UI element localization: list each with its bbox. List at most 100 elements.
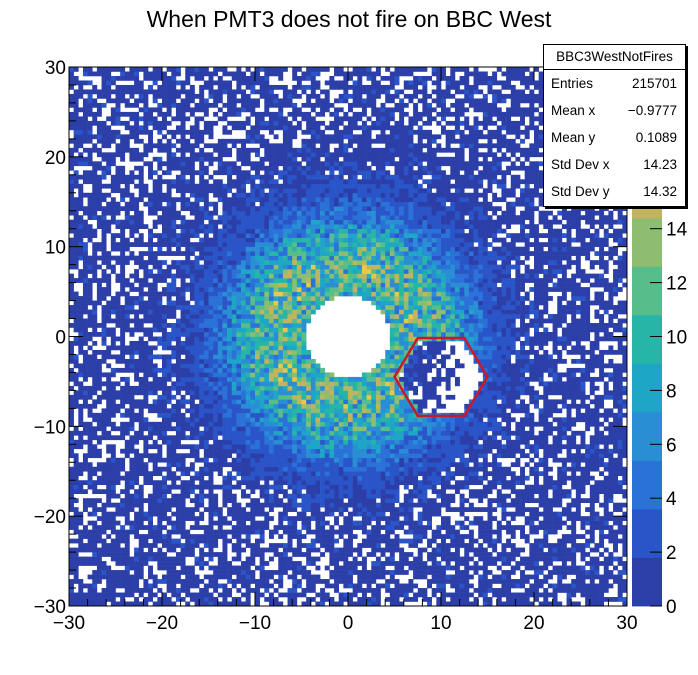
heatmap-cell: [264, 327, 270, 333]
heatmap-cell: [101, 246, 107, 252]
heatmap-cell: [96, 579, 102, 584]
heatmap-cell: [106, 206, 112, 212]
heatmap-cell: [189, 188, 195, 194]
heatmap-cell: [306, 435, 312, 441]
heatmap-cell: [115, 84, 121, 90]
heatmap-cell: [180, 489, 186, 495]
heatmap-cell: [203, 435, 209, 441]
heatmap-cell: [273, 453, 279, 459]
heatmap-cell: [101, 412, 107, 418]
heatmap-cell: [175, 93, 181, 99]
heatmap-cell: [268, 125, 274, 131]
heatmap-cell: [255, 502, 260, 508]
heatmap-cell: [148, 210, 153, 216]
heatmap-cell: [241, 89, 246, 95]
heatmap-cell: [120, 143, 126, 149]
heatmap-cell: [134, 156, 140, 162]
heatmap-cell: [175, 466, 181, 472]
heatmap-cell: [199, 516, 205, 521]
heatmap-cell: [213, 507, 219, 512]
heatmap-cell: [255, 314, 260, 319]
heatmap-cell: [264, 251, 270, 256]
heatmap-cell: [227, 520, 233, 526]
heatmap-cell: [268, 102, 274, 108]
heatmap-cell: [148, 260, 153, 265]
heatmap-cell: [115, 305, 121, 310]
heatmap-cell: [101, 511, 107, 517]
heatmap-cell: [278, 534, 284, 539]
heatmap-cell: [203, 305, 209, 310]
heatmap-cell: [264, 588, 270, 593]
heatmap-cell: [227, 215, 233, 221]
heatmap-cell: [213, 367, 219, 373]
heatmap-cell: [306, 291, 312, 297]
heatmap-cell: [166, 399, 172, 405]
heatmap-cell: [87, 480, 93, 486]
heatmap-cell: [120, 525, 126, 530]
heatmap-cell: [236, 296, 242, 301]
heatmap-cell: [101, 543, 107, 548]
heatmap-cell: [241, 394, 246, 400]
heatmap-cell: [306, 318, 312, 324]
heatmap-cell: [185, 408, 191, 414]
heatmap-cell: [143, 525, 149, 530]
heatmap-cell: [264, 323, 270, 328]
heatmap-cell: [292, 502, 298, 508]
heatmap-cell: [120, 332, 126, 337]
heatmap-cell: [231, 381, 237, 387]
heatmap-cell: [301, 278, 307, 283]
heatmap-cell: [227, 448, 233, 454]
heatmap-cell: [138, 462, 144, 468]
heatmap-cell: [255, 498, 260, 503]
heatmap-cell: [268, 174, 274, 180]
heatmap-cell: [152, 556, 158, 562]
heatmap-cell: [82, 332, 88, 337]
heatmap-cell: [180, 579, 186, 584]
heatmap-cell: [268, 305, 274, 310]
heatmap-cell: [292, 574, 298, 580]
heatmap-cell: [73, 480, 79, 486]
heatmap-cell: [162, 89, 167, 95]
heatmap-cell: [106, 381, 112, 387]
heatmap-cell: [255, 228, 260, 234]
heatmap-cell: [96, 215, 102, 221]
heatmap-cell: [236, 507, 242, 512]
heatmap-cell: [129, 282, 135, 288]
heatmap-cell: [301, 372, 307, 378]
heatmap-cell: [92, 385, 98, 391]
heatmap-cell: [106, 444, 112, 450]
heatmap-cell: [259, 255, 265, 261]
heatmap-cell: [189, 444, 195, 450]
heatmap-cell: [255, 260, 260, 265]
heatmap-cell: [273, 323, 279, 328]
heatmap-cell: [180, 570, 186, 575]
heatmap-cell: [310, 538, 316, 544]
heatmap-cell: [287, 282, 293, 288]
heatmap-cell: [231, 376, 237, 382]
heatmap-cell: [250, 403, 256, 409]
heatmap-cell: [245, 381, 251, 387]
heatmap-cell: [180, 507, 186, 512]
heatmap-cell: [92, 547, 98, 553]
heatmap-cell: [231, 143, 237, 149]
heatmap-cell: [148, 430, 153, 436]
heatmap-cell: [199, 251, 205, 256]
heatmap-cell: [134, 273, 140, 279]
heatmap-cell: [152, 421, 158, 427]
heatmap-cell: [306, 543, 312, 548]
heatmap-cell: [199, 403, 205, 409]
heatmap-cell: [287, 215, 293, 221]
heatmap-cell: [203, 421, 209, 427]
heatmap-cell: [189, 480, 195, 486]
heatmap-cell: [73, 484, 79, 490]
heatmap-cell: [157, 444, 163, 450]
heatmap-cell: [245, 435, 251, 441]
heatmap-cell: [227, 570, 233, 575]
heatmap-cell: [282, 282, 288, 288]
heatmap-cell: [120, 170, 126, 176]
heatmap-cell: [148, 246, 153, 252]
heatmap-cell: [157, 448, 163, 454]
heatmap-cell: [189, 534, 195, 539]
heatmap-cell: [115, 358, 121, 364]
heatmap-cell: [217, 457, 223, 463]
